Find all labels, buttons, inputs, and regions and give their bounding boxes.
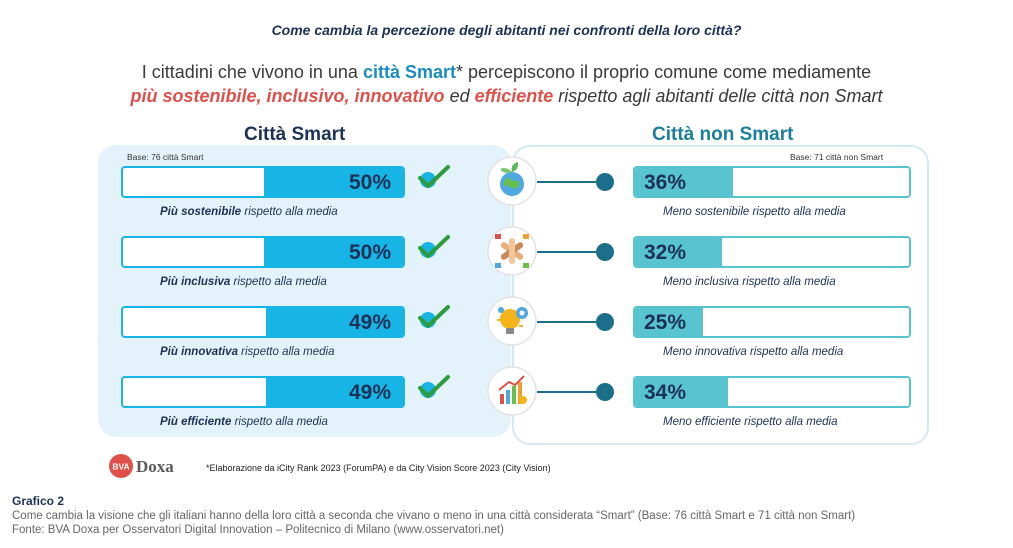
subtitle-part-3: ed — [444, 86, 475, 106]
chart-subtitle: I cittadini che vivono in una città Smar… — [0, 60, 1013, 108]
connector-line — [537, 251, 602, 253]
footnote: *Elaborazione da iCity Rank 2023 (ForumP… — [206, 463, 551, 473]
non-smart-bar-fill — [635, 308, 704, 336]
non-smart-bar: 25% — [633, 306, 911, 338]
smart-caption: Più efficiente rispetto alla media — [160, 416, 328, 428]
smart-bar: 49% — [121, 376, 405, 408]
non-smart-column-title: Città non Smart — [652, 124, 794, 145]
non-smart-caption: Meno sostenibile rispetto alla media — [663, 206, 846, 218]
smart-bar: 50% — [121, 166, 405, 198]
globe-plant-icon — [487, 156, 537, 206]
non-smart-value-label: 36% — [644, 171, 687, 194]
non-smart-bar-fill — [635, 378, 728, 406]
non-smart-bar: 32% — [633, 236, 911, 268]
smart-value-label: 50% — [348, 241, 391, 264]
smart-column-title: Città Smart — [244, 124, 346, 145]
non-smart-bar: 36% — [633, 166, 911, 198]
smart-caption-bold: Più inclusiva — [160, 276, 231, 288]
smart-bar-fill — [266, 308, 403, 336]
figure-source: Fonte: BVA Doxa per Osservatori Digital … — [12, 524, 504, 536]
subtitle-part-4: rispetto agli abitanti delle città non S… — [553, 86, 883, 106]
smart-caption-bold: Più efficiente — [160, 416, 232, 428]
subtitle-highlight-2: efficiente — [474, 86, 554, 106]
smart-caption: Più sostenibile rispetto alla media — [160, 206, 338, 218]
smart-bar-fill — [266, 378, 403, 406]
logo-doxa-text: Doxa — [136, 457, 174, 476]
smart-bar: 50% — [121, 236, 405, 268]
smart-caption: Più innovativa rispetto alla media — [160, 346, 335, 358]
connector-line — [537, 391, 602, 393]
question-title: Come cambia la percezione degli abitanti… — [271, 22, 742, 38]
logo-bva-text: BVA — [112, 462, 129, 472]
non-smart-bar-fill — [635, 168, 734, 196]
connector-dot — [596, 383, 614, 401]
non-smart-bar: 34% — [633, 376, 911, 408]
smart-bar-fill — [263, 238, 403, 266]
non-smart-caption: Meno innovativa rispetto alla media — [663, 346, 844, 358]
non-smart-bar-fill — [635, 238, 723, 266]
non-smart-value-label: 32% — [644, 241, 687, 264]
subtitle-smart-city: città Smart — [362, 62, 456, 82]
non-smart-value-label: 34% — [644, 381, 687, 404]
connector-line — [537, 181, 602, 183]
non-smart-caption: Meno inclusiva rispetto alla media — [663, 276, 836, 288]
connector-dot — [596, 313, 614, 331]
check-icon — [418, 165, 450, 188]
smart-base-note: Base: 76 città Smart — [127, 152, 204, 162]
smart-caption-bold: Più innovativa — [160, 346, 238, 358]
subtitle-part-2: * percepiscono il proprio comune come me… — [455, 62, 872, 82]
check-icon — [418, 235, 450, 258]
non-smart-caption: Meno efficiente rispetto alla media — [663, 416, 838, 428]
smart-value-label: 49% — [348, 381, 391, 404]
smart-caption-rest: rispetto alla media — [230, 276, 327, 288]
figure-caption: Come cambia la visione che gli italiani … — [12, 510, 856, 522]
smart-bar-fill — [263, 168, 403, 196]
lightbulb-gear-icon — [487, 296, 537, 346]
check-icon — [418, 305, 450, 328]
smart-value-label: 49% — [348, 311, 391, 334]
smart-caption-rest: rispetto alla media — [241, 206, 338, 218]
connector-dot — [596, 173, 614, 191]
smart-caption-bold: Più sostenibile — [160, 206, 242, 218]
smart-value-label: 50% — [348, 171, 391, 194]
non-smart-base-note: Base: 71 città non Smart — [790, 152, 884, 162]
non-smart-value-label: 25% — [644, 311, 687, 334]
bva-doxa-logo: BVA Doxa — [109, 454, 174, 478]
smart-bar: 49% — [121, 306, 405, 338]
growth-chart-icon — [487, 366, 537, 416]
joined-hands-icon — [487, 226, 537, 276]
connector-dot — [596, 243, 614, 261]
check-icon — [418, 375, 450, 398]
subtitle-highlight-1: più sostenibile, inclusivo, innovativo — [130, 86, 445, 106]
subtitle-part-1: I cittadini che vivono in una — [141, 62, 363, 82]
figure-label: Grafico 2 — [12, 494, 65, 508]
smart-caption-rest: rispetto alla media — [237, 346, 335, 358]
smart-caption-rest: rispetto alla media — [231, 416, 328, 428]
smart-caption: Più inclusiva rispetto alla media — [160, 276, 327, 288]
connector-line — [537, 321, 602, 323]
